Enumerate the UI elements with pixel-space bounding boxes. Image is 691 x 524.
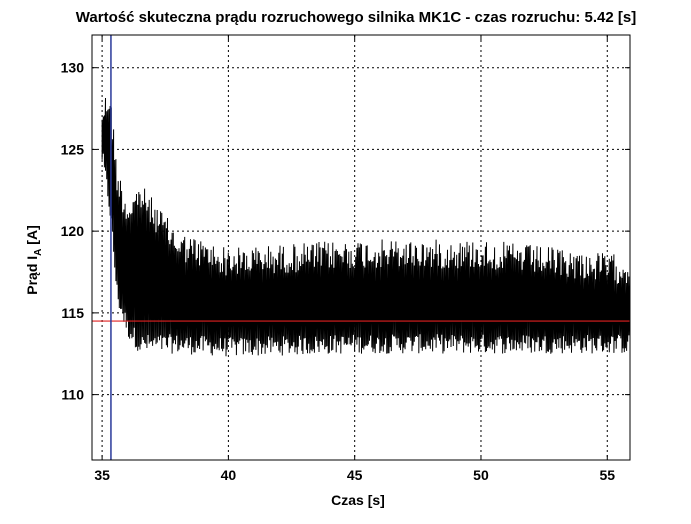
x-tick-label: 50 (473, 467, 489, 483)
y-axis-label-unit: [A] (24, 225, 40, 248)
y-axis-label-main: Prąd I (24, 256, 40, 295)
x-tick-label: 35 (94, 467, 110, 483)
chart-title: Wartość skuteczna prądu rozruchowego sil… (76, 9, 636, 26)
x-tick-label: 45 (347, 467, 363, 483)
y-tick-label: 130 (61, 60, 85, 76)
y-axis-label-subscript: A (33, 249, 44, 256)
y-tick-label: 115 (61, 305, 84, 321)
y-tick-label: 120 (61, 223, 85, 239)
plot-frame (91, 34, 631, 461)
signal-series-line (101, 97, 630, 357)
y-tick-label: 125 (61, 141, 85, 157)
x-tick-label: 40 (221, 467, 237, 483)
y-tick-label: 110 (61, 387, 84, 403)
grid (92, 35, 630, 460)
ticks: 35 40 45 50 55 110 115 120 125 130 (61, 35, 630, 483)
x-axis-label: Czas [s] (331, 492, 385, 508)
y-axis-label: Prąd IA [A] (24, 225, 44, 294)
data-layer (92, 35, 630, 460)
x-tick-label: 55 (599, 467, 615, 483)
